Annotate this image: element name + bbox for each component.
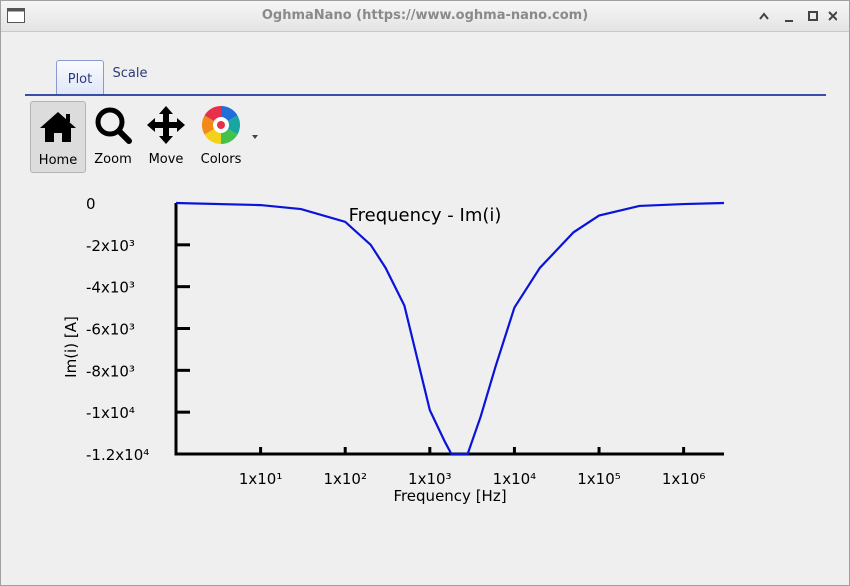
tab-scale[interactable]: Scale xyxy=(112,66,148,81)
y-tick-label: -6x10³ xyxy=(86,321,135,339)
x-axis-label: Frequency [Hz] xyxy=(393,487,506,505)
x-tick-label: 1x10⁶ xyxy=(662,470,706,488)
title-bar: OghmaNano (https://www.oghma-nano.com) xyxy=(1,1,849,32)
x-tick-label: 1x10⁴ xyxy=(493,470,537,488)
y-axis-label: Im(i) [A] xyxy=(62,316,80,378)
chart-title: Frequency - Im(i) xyxy=(349,205,502,226)
button-label: Move xyxy=(148,152,184,167)
y-tick-label: 0 xyxy=(86,195,96,213)
tab-plot[interactable]: Plot xyxy=(56,60,104,95)
y-tick-label: -4x10³ xyxy=(86,279,135,297)
button-label: Home xyxy=(38,153,78,168)
move-button[interactable]: Move xyxy=(139,101,193,171)
tab-underline xyxy=(25,94,826,96)
move-icon xyxy=(147,106,185,144)
window-title: OghmaNano (https://www.oghma-nano.com) xyxy=(261,8,589,23)
x-tick-label: 1x10² xyxy=(323,470,367,488)
home-icon xyxy=(40,112,76,142)
colors-button[interactable]: Colors xyxy=(194,101,258,171)
colors-icon xyxy=(201,105,258,145)
zoom-button[interactable]: Zoom xyxy=(86,101,140,171)
zoom-icon xyxy=(95,107,132,144)
home-button[interactable]: Home xyxy=(30,101,86,173)
x-tick-label: 1x10¹ xyxy=(239,470,283,488)
y-tick-label: -2x10³ xyxy=(86,237,135,255)
x-tick-label: 1x10³ xyxy=(408,470,452,488)
y-tick-label: -8x10³ xyxy=(86,362,135,380)
y-tick-label: -1x10⁴ xyxy=(86,404,135,422)
y-tick-label: -1.2x10⁴ xyxy=(86,446,149,464)
button-label: Colors xyxy=(200,152,242,167)
resize-grip xyxy=(9,567,18,575)
data-line xyxy=(176,201,725,455)
window-controls[interactable] xyxy=(757,9,837,23)
window-icon xyxy=(7,8,25,23)
button-label: Zoom xyxy=(94,152,132,167)
x-tick-label: 1x10⁵ xyxy=(577,470,621,488)
